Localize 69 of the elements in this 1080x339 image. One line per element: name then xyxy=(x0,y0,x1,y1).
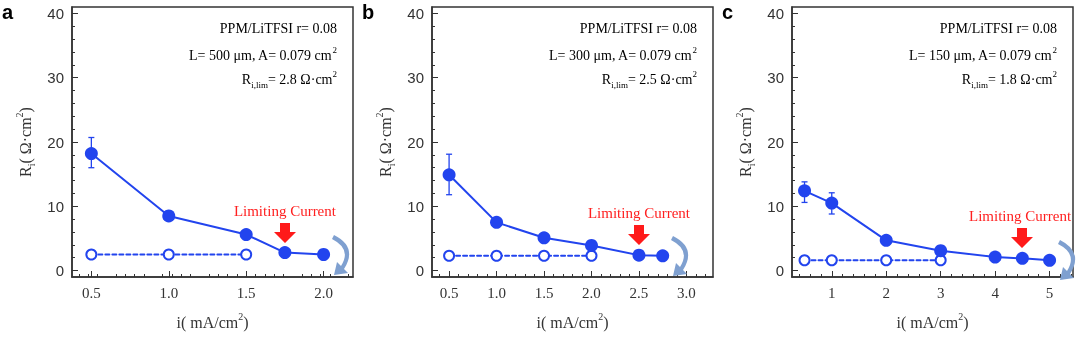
point xyxy=(162,248,175,261)
point xyxy=(490,249,503,262)
point xyxy=(656,249,670,263)
x-tick-label: 5 xyxy=(1045,284,1054,301)
point xyxy=(798,254,811,267)
y-tick-label: 10 xyxy=(47,197,64,215)
point xyxy=(632,248,646,262)
y-tick-label: 0 xyxy=(55,262,64,280)
x-tick-label: 1.0 xyxy=(159,284,179,301)
y-axis-title: Ri( Ω·cm2) xyxy=(733,107,757,177)
point xyxy=(879,233,893,247)
chart-title: b xyxy=(362,1,375,23)
point xyxy=(443,249,456,262)
x-tick-label: 4 xyxy=(991,284,1000,301)
y-tick-label: 20 xyxy=(767,133,784,151)
y-tick-label: 30 xyxy=(407,69,424,87)
y-tick-label: 30 xyxy=(47,69,64,87)
chart-title: a xyxy=(2,1,14,23)
y-tick-label: 20 xyxy=(407,133,424,151)
point xyxy=(880,254,893,267)
y-tick-label: 40 xyxy=(47,4,64,22)
y-tick-label: 30 xyxy=(767,69,784,87)
point xyxy=(162,209,176,223)
annotation: Limiting Current xyxy=(233,202,336,220)
y-tick-label: 10 xyxy=(407,197,424,215)
point xyxy=(934,244,948,258)
y-tick-label: 0 xyxy=(415,262,424,280)
x-tick-label: 3 xyxy=(936,284,945,301)
point xyxy=(317,248,331,261)
annotation: Limiting Current xyxy=(969,208,1072,226)
x-tick-label: 2.5 xyxy=(629,284,649,301)
y-axis-title: Ri( Ω·cm2) xyxy=(13,107,37,177)
point xyxy=(278,246,292,260)
y-tick-label: 10 xyxy=(767,197,784,215)
x-tick-label: 1.5 xyxy=(534,284,554,301)
point xyxy=(798,184,812,198)
point xyxy=(825,254,838,267)
annotation: PPM/LiTFSI r= 0.08 xyxy=(939,20,1058,36)
point xyxy=(442,168,456,182)
annotation: PPM/LiTFSI r= 0.08 xyxy=(579,20,698,36)
y-axis-title: Ri( Ω·cm2) xyxy=(373,107,397,177)
y-tick-label: 0 xyxy=(775,262,784,280)
point xyxy=(585,239,598,252)
y-tick-label: 40 xyxy=(407,4,424,22)
y-tick-label: 40 xyxy=(767,4,784,22)
annotation: PPM/LiTFSI r= 0.08 xyxy=(219,20,338,36)
point xyxy=(537,231,551,245)
point xyxy=(240,248,253,261)
point xyxy=(1043,253,1057,267)
x-tick-label: 1.5 xyxy=(236,284,256,301)
annotation: Limiting Current xyxy=(587,205,691,223)
point xyxy=(825,196,839,210)
y-tick-label: 20 xyxy=(47,133,64,151)
x-tick-label: 1 xyxy=(828,284,836,301)
point xyxy=(490,215,504,229)
x-tick-label: 2 xyxy=(882,284,890,301)
x-tick-label: 0.5 xyxy=(439,284,459,301)
x-tick-label: 3.0 xyxy=(677,284,696,301)
x-tick-label: 2.0 xyxy=(314,284,333,301)
x-tick-label: 1.0 xyxy=(487,284,506,301)
x-tick-label: 0.5 xyxy=(81,284,101,301)
point xyxy=(239,228,253,242)
chart-title: c xyxy=(722,1,734,23)
point xyxy=(988,250,1002,264)
point xyxy=(1015,251,1029,265)
point xyxy=(84,147,98,161)
point xyxy=(85,248,98,261)
point xyxy=(538,249,551,262)
x-tick-label: 2.0 xyxy=(582,284,601,301)
